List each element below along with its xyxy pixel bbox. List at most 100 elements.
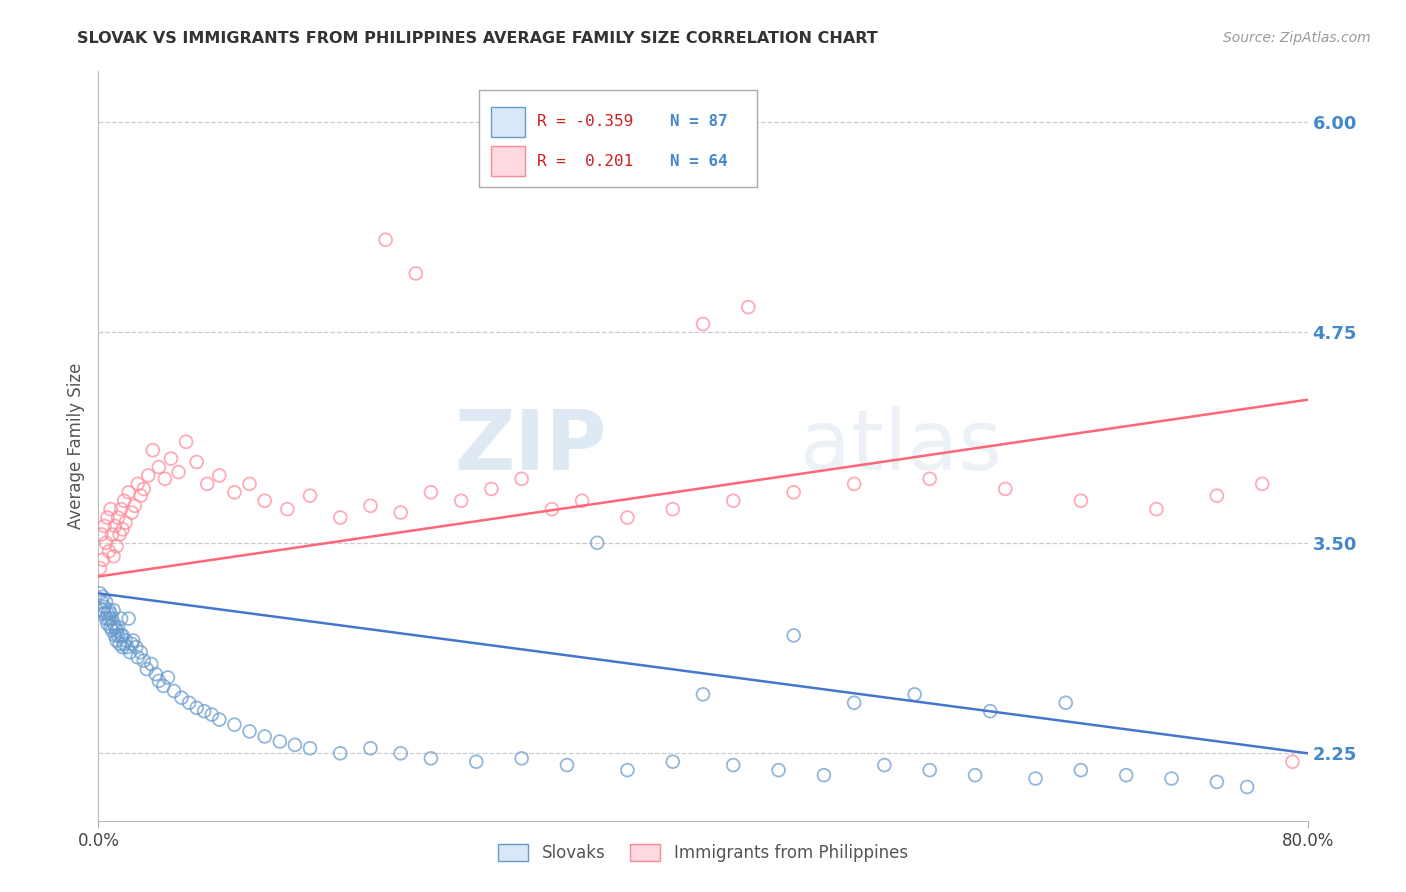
Point <box>94 611 117 625</box>
Point <box>360 499 382 513</box>
Point <box>125 640 148 655</box>
Point <box>148 460 170 475</box>
Point <box>1251 476 1274 491</box>
Point <box>101 527 124 541</box>
Point <box>136 468 159 483</box>
Point <box>104 628 127 642</box>
Point <box>108 637 131 651</box>
Point <box>179 696 201 710</box>
Point <box>299 489 322 503</box>
Point <box>94 536 117 550</box>
Point <box>112 637 135 651</box>
Point <box>127 476 149 491</box>
Point <box>100 607 122 621</box>
Point <box>1206 775 1229 789</box>
Point <box>965 768 987 782</box>
Point <box>510 472 533 486</box>
Y-axis label: Average Family Size: Average Family Size <box>66 363 84 529</box>
Point <box>201 707 224 722</box>
Point <box>224 485 246 500</box>
Point <box>124 499 146 513</box>
Point <box>224 717 246 731</box>
Point <box>103 616 125 631</box>
Point <box>450 493 472 508</box>
Point <box>195 476 218 491</box>
Point <box>329 746 352 760</box>
Point <box>1206 489 1229 503</box>
Point <box>540 502 562 516</box>
Point <box>121 506 143 520</box>
Point <box>96 510 118 524</box>
Point <box>389 506 412 520</box>
Point <box>104 620 127 634</box>
Point <box>107 510 129 524</box>
Point <box>111 640 134 655</box>
Point <box>167 465 190 479</box>
Point <box>98 611 121 625</box>
Point <box>112 493 135 508</box>
Point <box>91 552 114 566</box>
Point <box>110 628 132 642</box>
Point <box>783 485 806 500</box>
Point <box>299 741 322 756</box>
Text: R = -0.359: R = -0.359 <box>537 114 634 129</box>
Point <box>132 654 155 668</box>
Point <box>510 751 533 765</box>
Point <box>115 640 138 655</box>
Point <box>103 603 125 617</box>
Point <box>616 510 638 524</box>
Point <box>101 611 124 625</box>
Point <box>360 741 382 756</box>
Point <box>121 637 143 651</box>
Point <box>844 696 866 710</box>
Point <box>723 493 745 508</box>
Point <box>768 763 790 777</box>
Point <box>723 758 745 772</box>
Point <box>93 607 115 621</box>
Point <box>253 493 276 508</box>
Point <box>160 451 183 466</box>
Point <box>98 544 121 558</box>
Point <box>100 502 122 516</box>
Point <box>186 455 208 469</box>
Point <box>420 751 443 765</box>
FancyBboxPatch shape <box>492 146 526 177</box>
Point <box>1115 768 1137 782</box>
Text: N = 87: N = 87 <box>671 114 728 129</box>
Point <box>284 738 307 752</box>
Point <box>586 536 609 550</box>
Point <box>90 595 112 609</box>
Point <box>208 713 231 727</box>
Point <box>1024 772 1046 786</box>
Point <box>110 502 132 516</box>
Point <box>616 763 638 777</box>
Point <box>389 746 412 760</box>
Point <box>153 472 176 486</box>
FancyBboxPatch shape <box>479 90 758 187</box>
Point <box>152 679 174 693</box>
Point <box>156 671 179 685</box>
Text: N = 64: N = 64 <box>671 153 728 169</box>
Text: SLOVAK VS IMMIGRANTS FROM PHILIPPINES AVERAGE FAMILY SIZE CORRELATION CHART: SLOVAK VS IMMIGRANTS FROM PHILIPPINES AV… <box>77 31 879 46</box>
Point <box>129 645 152 659</box>
Point <box>111 628 134 642</box>
Legend: Slovaks, Immigrants from Philippines: Slovaks, Immigrants from Philippines <box>492 837 914 869</box>
Point <box>170 690 193 705</box>
Point <box>692 687 714 701</box>
Point <box>114 633 136 648</box>
Point <box>132 482 155 496</box>
Point <box>93 519 115 533</box>
Point <box>145 667 167 681</box>
Point <box>1144 502 1167 516</box>
Point <box>114 516 136 530</box>
Point <box>174 434 197 449</box>
Point <box>465 755 488 769</box>
Point <box>692 317 714 331</box>
Text: R =  0.201: R = 0.201 <box>537 153 634 169</box>
Point <box>813 768 835 782</box>
Point <box>89 586 111 600</box>
Point <box>107 628 129 642</box>
Point <box>186 701 208 715</box>
Point <box>101 624 124 638</box>
Point <box>1070 763 1092 777</box>
